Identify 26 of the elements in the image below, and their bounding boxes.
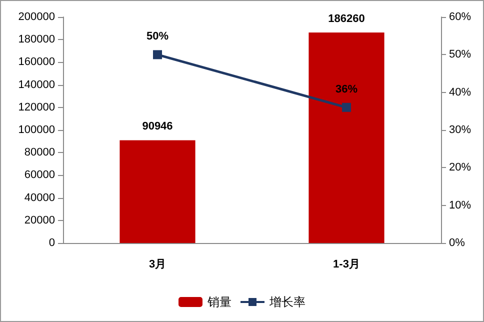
y2-tick-label: 20% [449,162,472,174]
y-tick-label: 160000 [18,56,55,68]
data-label: 50% [146,30,169,43]
y2-tick-label: 40% [449,86,472,98]
y-tick-label: 40000 [24,192,55,204]
data-label: 36% [335,83,358,96]
data-label: 186260 [328,13,365,26]
y-tick-label: 0 [48,237,55,249]
y-tick-label: 100000 [18,124,55,136]
y-tick-label: 180000 [18,34,55,46]
data-label: 90946 [142,120,173,133]
y-tick-label: 60000 [24,169,55,182]
x-tick-label: 3月 [148,258,166,270]
y2-tick-label: 50% [449,48,472,61]
legend-label: 增长率 [268,295,306,309]
y-tick-label: 140000 [18,78,55,91]
y2-tick-label: 10% [449,199,472,212]
y-tick-label: 80000 [24,146,55,159]
x-tick-label: 1-3月 [333,258,360,270]
y2-tick-label: 60% [449,11,472,23]
legend-label: 销量 [206,295,232,309]
y-tick-label: 200000 [18,11,55,23]
y2-tick-label: 30% [449,124,472,136]
y2-tick-label: 0% [449,237,466,249]
y-tick-label: 20000 [24,214,55,226]
y-tick-label: 120000 [18,101,55,114]
